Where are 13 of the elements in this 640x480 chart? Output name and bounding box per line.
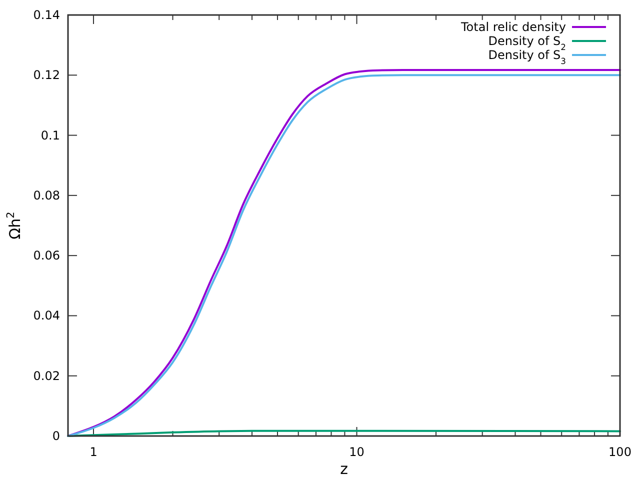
x-tick-label: 100: [608, 445, 632, 459]
y-tick-label: 0.02: [33, 368, 60, 383]
y-tick-label: 0.06: [33, 248, 60, 263]
x-axis-title: z: [340, 460, 348, 478]
y-tick-label: 0: [52, 429, 60, 443]
y-tick-label: 0.04: [33, 308, 60, 323]
y-tick-label: 0.14: [33, 8, 60, 22]
y-tick-label: 0.08: [33, 188, 60, 202]
x-tick-label: 1: [90, 445, 98, 459]
y-tick-label: 0.12: [33, 68, 60, 82]
y-tick-label: 0.1: [40, 128, 60, 142]
x-tick-label: 10: [349, 445, 364, 459]
legend-label: Total relic density: [460, 20, 566, 34]
